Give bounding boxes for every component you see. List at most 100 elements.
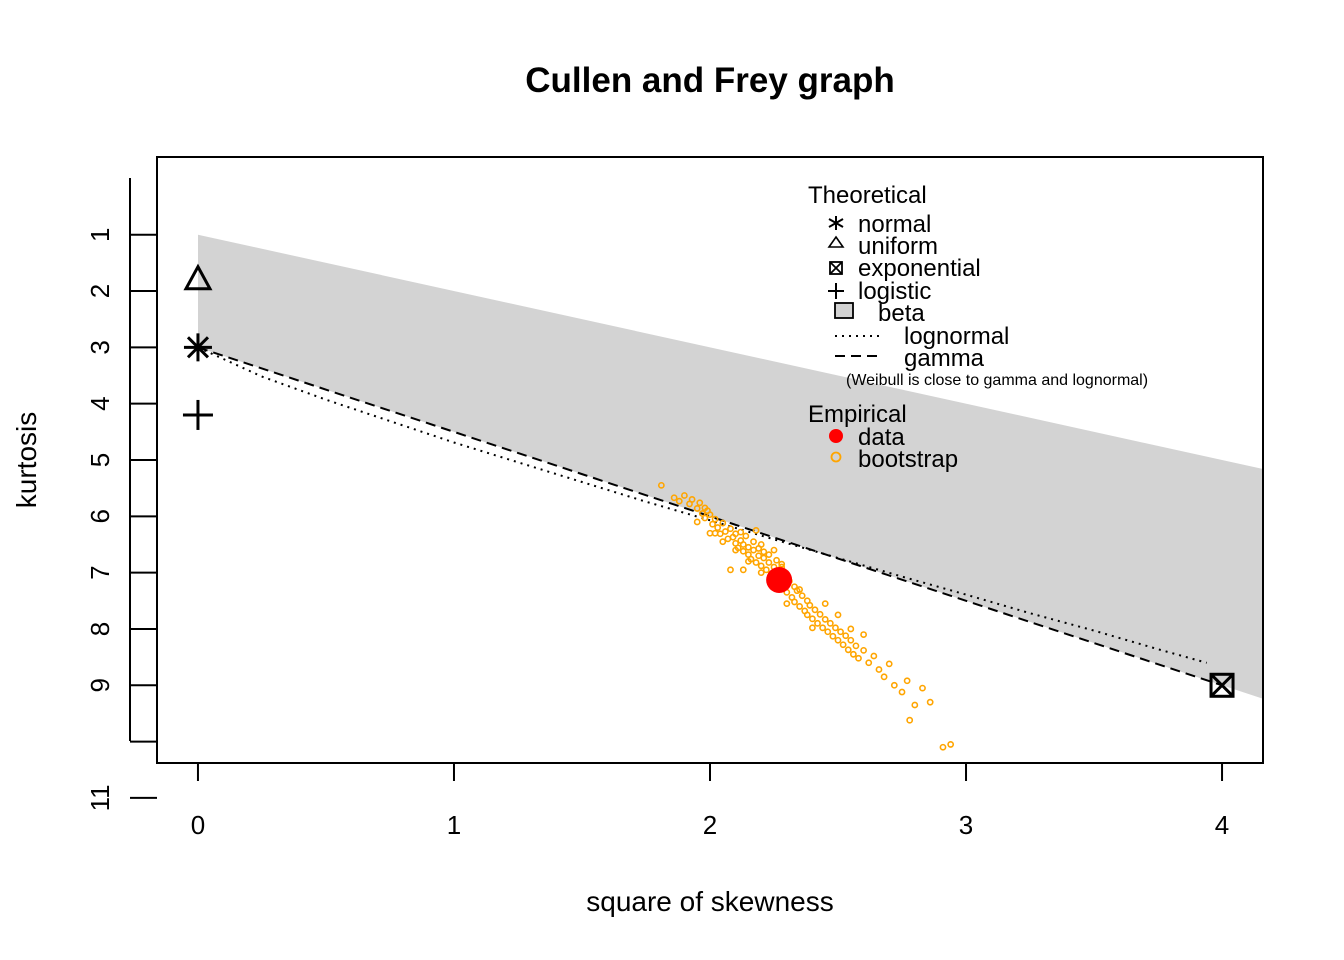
bootstrap-point: [798, 592, 806, 600]
bootstrap-point: [821, 615, 829, 623]
bootstrap-point: [834, 636, 842, 644]
bootstrap-point: [721, 528, 729, 535]
bootstrap-point: [739, 566, 747, 574]
bootstrap-point: [796, 603, 804, 610]
bootstrap-point: [693, 505, 701, 512]
bootstrap-point: [880, 673, 888, 681]
beta-swatch-icon: [834, 302, 854, 319]
bootstrap-point: [890, 681, 898, 689]
y-tick-label: 9: [85, 678, 115, 692]
plot-area: [197, 234, 1263, 751]
bootstrap-point: [760, 548, 768, 556]
bootstrap-point: [834, 611, 842, 619]
x-tick-label: 1: [447, 810, 461, 840]
bootstrap-point: [926, 698, 934, 706]
bootstrap-point: [657, 481, 665, 489]
y-tick-label: 4: [85, 396, 115, 410]
legend-theoretical-title: Theoretical: [808, 182, 927, 209]
bootstrap-point: [757, 569, 765, 577]
gamma-line: [197, 346, 1223, 687]
bootstrap-point: [791, 598, 798, 606]
bootstrap-point: [745, 557, 752, 565]
x-axis-label: square of skewness: [586, 886, 833, 917]
bootstrap-point: [811, 606, 819, 614]
bootstrap-point: [783, 600, 791, 608]
bootstrap-point: [750, 538, 757, 546]
x-tick-label: 0: [191, 810, 205, 840]
bootstrap-point: [711, 529, 719, 537]
bootstrap-point: [757, 541, 765, 548]
bootstrap-point: [898, 688, 906, 696]
bootstrap-point: [911, 701, 919, 709]
y-tick-label: 5: [85, 453, 115, 467]
legend-uniform: uniform: [858, 233, 938, 260]
y-axis-label: kurtosis: [11, 412, 42, 508]
legend-exponential: exponential: [858, 255, 981, 282]
boxed-x-icon: [829, 261, 843, 275]
y-tick-label: 2: [85, 284, 115, 298]
legend-logistic: logistic: [858, 278, 931, 305]
bootstrap-point: [855, 654, 862, 662]
y-tick-label: 1: [85, 227, 115, 241]
bootstrap-point: [839, 641, 847, 649]
theoretical-markers: [182, 263, 1235, 698]
y-tick-label: 3: [85, 340, 115, 354]
bootstrap-point: [719, 519, 727, 527]
bootstrap-point: [675, 497, 683, 505]
bootstrap-point: [688, 496, 696, 503]
bootstrap-point: [765, 551, 773, 559]
bootstrap-point: [765, 559, 773, 566]
bootstrap-point: [778, 560, 786, 568]
bootstrap-point: [701, 504, 709, 512]
bootstrap-point: [837, 628, 844, 636]
y-tick-label: 7: [85, 565, 115, 579]
bootstrap-point: [701, 514, 709, 522]
chart-title: Cullen and Frey graph: [525, 61, 895, 100]
legend-weibull-note: (Weibull is close to gamma and lognormal…: [846, 372, 1148, 389]
bootstrap-point: [714, 524, 722, 531]
bootstrap-point: [680, 492, 688, 499]
legend-empirical-title: Empirical: [808, 401, 907, 428]
bootstrap-point: [773, 556, 780, 564]
x-tick-label: 2: [703, 810, 717, 840]
bootstrap-point: [739, 547, 747, 555]
bootstrap-point: [847, 625, 855, 633]
bootstrap-point: [709, 520, 716, 528]
bootstrap-point: [757, 562, 765, 570]
bootstrap-point: [696, 499, 704, 507]
bootstrap-point: [727, 525, 734, 533]
bootstrap-point: [885, 660, 893, 668]
bootstrap-point: [842, 632, 850, 640]
bootstrap-point: [706, 511, 714, 519]
y-axis: 1 2 3 4 5 6 7 8 9 11: [85, 178, 157, 811]
x-tick-label: 3: [959, 810, 973, 840]
bootstrap-point: [947, 741, 955, 748]
y-tick-label: 11: [85, 784, 115, 811]
bootstrap-point: [860, 631, 868, 638]
bootstrap-point: [865, 659, 873, 667]
bootstrap-point: [739, 541, 747, 548]
bootstrap-point: [737, 528, 745, 536]
bootstrap-point: [870, 652, 878, 660]
legend-normal: normal: [858, 211, 931, 238]
x-axis: 0 1 2 3 4: [191, 762, 1229, 840]
legend-lognormal: lognormal: [904, 323, 1009, 350]
y-tick-label: 6: [85, 509, 115, 523]
bootstrap-point: [832, 624, 839, 632]
legend-beta: beta: [878, 300, 925, 327]
legend-data: data: [858, 424, 905, 451]
bootstrap-point: [796, 586, 804, 593]
data-dot-icon: [829, 429, 843, 443]
bootstrap-point: [829, 632, 837, 640]
beta-region: [198, 234, 1263, 699]
asterisk-icon: [828, 216, 844, 230]
bootstrap-point: [847, 636, 855, 644]
triangle-icon: [827, 235, 845, 248]
bootstrap-point: [849, 650, 857, 658]
bootstrap-point: [852, 642, 860, 650]
bootstrap-point: [821, 600, 829, 608]
bootstrap-point: [875, 666, 883, 673]
bootstrap-point: [816, 610, 824, 618]
bootstrap-point: [824, 628, 832, 636]
bootstrap-point: [919, 684, 926, 692]
